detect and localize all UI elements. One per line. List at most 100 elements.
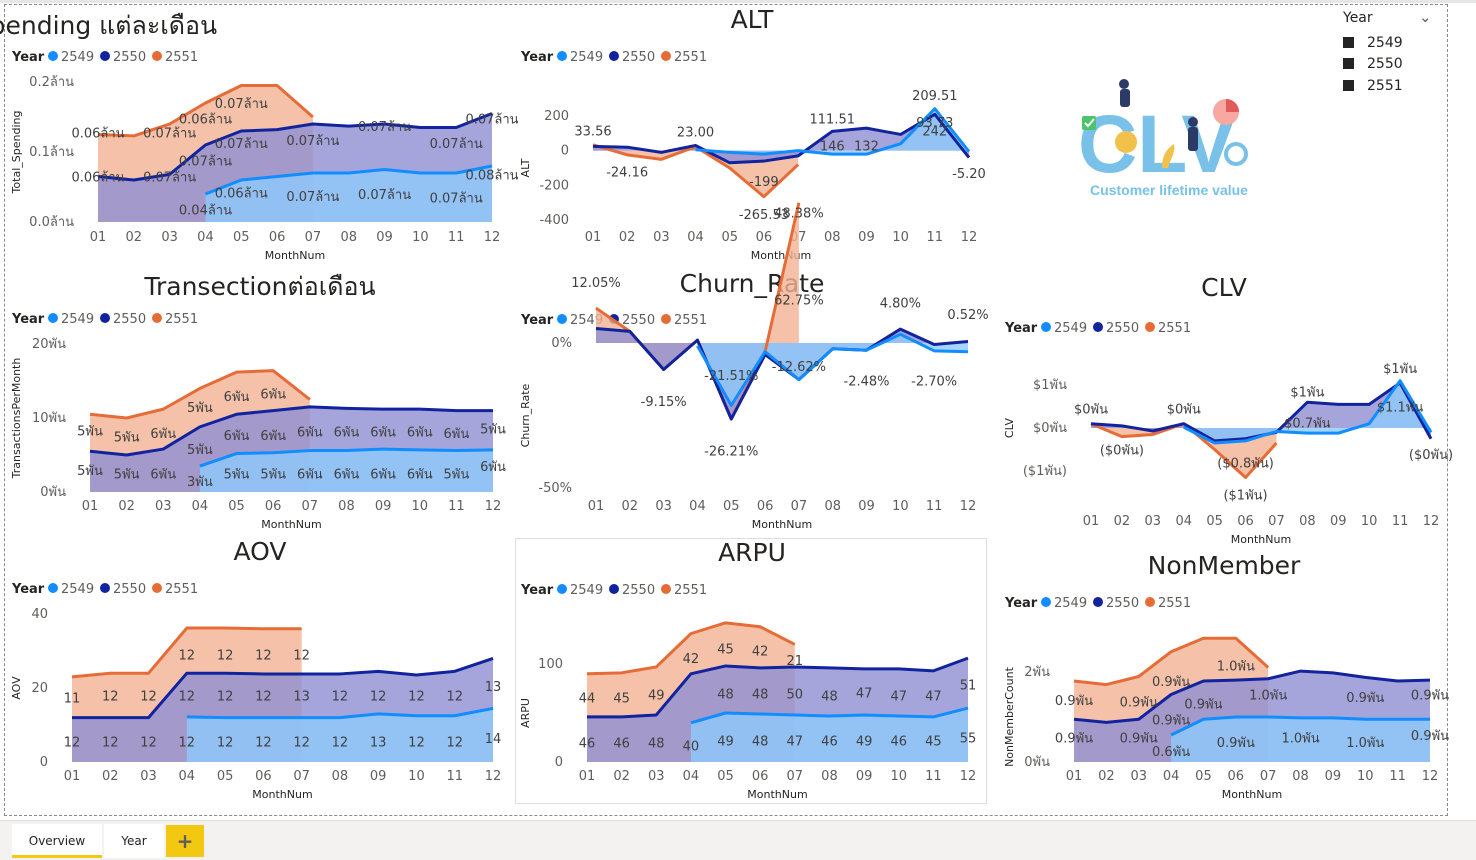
legend-label-2551: 2551 [674,313,707,328]
data-label: 6พัน [334,425,360,440]
data-label: 0.06ล้าน [179,112,232,127]
data-label: 12 [332,689,349,704]
data-label: 12 [217,736,234,751]
data-label: -5.20 [952,167,986,182]
x-tick-label: 05 [1206,514,1223,529]
data-label: 209.51 [912,89,958,104]
legend-marker-2551 [1145,322,1155,332]
checkbox-icon[interactable] [1343,80,1354,91]
legend-marker-2550 [100,583,110,593]
data-label: 132 [854,139,879,154]
line-series-2551[interactable] [1073,636,1270,687]
y-tick-label: -50% [538,481,572,496]
x-tick-label: 01 [82,499,99,514]
legend-marker-2550 [1093,597,1103,607]
data-label: 12 [446,689,463,704]
y-tick-label: 0% [551,336,572,351]
legend-marker-2550 [609,51,619,61]
data-label: 5พัน [114,431,140,446]
line-series-2549[interactable] [696,332,969,407]
legend-marker-2551 [661,584,671,594]
y-tick-label: ($1พัน) [1023,464,1067,479]
x-tick-label: 10 [408,769,425,784]
data-label: 0.07ล้าน [358,188,411,203]
x-tick-label: 01 [1083,514,1100,529]
x-tick-label: 12 [1422,769,1439,784]
line-series-2549[interactable] [1183,379,1433,445]
legend-label-2550: 2550 [1106,321,1139,336]
data-label: 21 [787,654,804,669]
y-tick-label: 0 [40,755,48,770]
data-label: 12 [408,736,425,751]
data-label: 0.9พัน [1411,689,1449,704]
legend-label-2551: 2551 [674,583,707,598]
data-label: 0.07ล้าน [143,171,196,186]
data-label: 33.56 [574,125,611,140]
y-axis-title: CLV [1003,417,1016,438]
line-series-2551[interactable] [586,621,796,676]
data-label: 93.73 [916,116,953,131]
data-label: 12 [255,649,272,664]
x-tick-label: 11 [1392,514,1409,529]
x-tick-label: 02 [1098,769,1115,784]
line-series-2550[interactable] [592,112,971,165]
line-series-2550[interactable] [89,405,493,457]
slicer-item-2550[interactable]: 2550 [1343,55,1403,73]
data-label: ($1พัน) [1223,489,1267,504]
data-label: 6พัน [150,427,176,442]
line-series-2549[interactable] [695,107,971,156]
legend-marker-2549 [1041,597,1051,607]
checkbox-icon[interactable] [1343,58,1354,69]
tab-year[interactable]: Year [104,824,164,858]
chevron-down-icon[interactable]: ⌄ [1419,8,1432,26]
data-label: 0.07ล้าน [465,112,518,127]
line-series-2550[interactable] [97,112,493,182]
data-label: 5พัน [480,422,506,437]
slicer-item-2551[interactable]: 2551 [1343,77,1403,95]
line-series-2549[interactable] [1170,715,1430,737]
data-label: 0.9พัน [1120,695,1158,710]
line-series-2549[interactable] [199,447,494,468]
slicer-item-2549[interactable]: 2549 [1343,34,1403,52]
legend-marker-2551 [152,583,162,593]
chart-title-alt: ALT [731,5,775,34]
x-tick-label: 09 [376,230,393,245]
x-tick-label: 10 [890,769,907,784]
line-series-2551[interactable] [97,84,314,138]
data-label: 45 [613,691,630,706]
x-tick-label: 10 [412,230,429,245]
data-label: 6พัน [260,388,286,403]
line-series-2549[interactable] [204,164,493,196]
x-tick-label: 03 [161,230,178,245]
line-series-2549[interactable] [186,706,494,720]
data-label: 23.00 [677,126,714,141]
y-tick-label: 0.0ล้าน [29,215,74,230]
line-series-2550[interactable] [72,656,494,720]
chart-title-total-spending: Total_Spending แต่ละเดือน [0,11,217,40]
x-tick-label: 09 [375,499,392,514]
legend-label-2550: 2550 [622,50,655,65]
line-series-2549[interactable] [690,706,969,725]
data-label: 0.9พัน [1411,729,1449,744]
legend-marker-2551 [661,51,671,61]
x-tick-label: 10 [1357,769,1374,784]
x-tick-label: 04 [689,499,706,514]
add-page-button[interactable]: + [166,825,204,857]
line-series-2551[interactable] [71,626,302,679]
data-label: 6พัน [297,425,323,440]
year-slicer[interactable]: Year ⌄ 2549 2550 2551 [1335,8,1445,108]
legend-marker-2549 [557,584,567,594]
legend-marker-2551 [152,51,162,61]
x-tick-label: 01 [1066,769,1083,784]
tab-overview[interactable]: Overview [12,824,102,858]
line-series-2551[interactable] [89,369,311,420]
data-label: 0.9พัน [1217,736,1255,751]
data-label: 0.9พัน [1184,698,1222,713]
checkbox-icon[interactable] [1343,37,1354,48]
line-series-2550[interactable] [587,656,969,719]
data-label: 12 [140,736,157,751]
data-label: 12 [179,689,196,704]
y-tick-label: 200 [544,109,569,124]
x-tick-label: 06 [752,769,769,784]
line-series-2550[interactable] [1073,669,1431,724]
